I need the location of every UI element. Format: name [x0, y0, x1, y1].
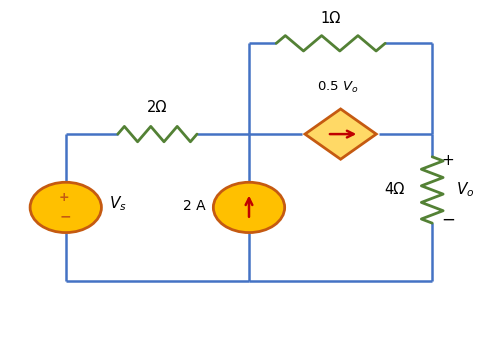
Text: −: − — [60, 209, 72, 224]
Text: 4Ω: 4Ω — [385, 182, 405, 197]
Text: $V_o$: $V_o$ — [456, 181, 475, 199]
Text: +: + — [59, 191, 70, 204]
Text: 0.5 $V_o$: 0.5 $V_o$ — [317, 80, 359, 95]
Text: −: − — [441, 210, 455, 229]
Circle shape — [30, 182, 102, 233]
Circle shape — [213, 182, 285, 233]
Polygon shape — [305, 109, 376, 159]
Text: $V_s$: $V_s$ — [109, 195, 126, 213]
Text: 1Ω: 1Ω — [321, 11, 341, 26]
Text: 2 A: 2 A — [183, 199, 206, 213]
Text: 2Ω: 2Ω — [147, 100, 167, 115]
Text: +: + — [441, 153, 454, 168]
